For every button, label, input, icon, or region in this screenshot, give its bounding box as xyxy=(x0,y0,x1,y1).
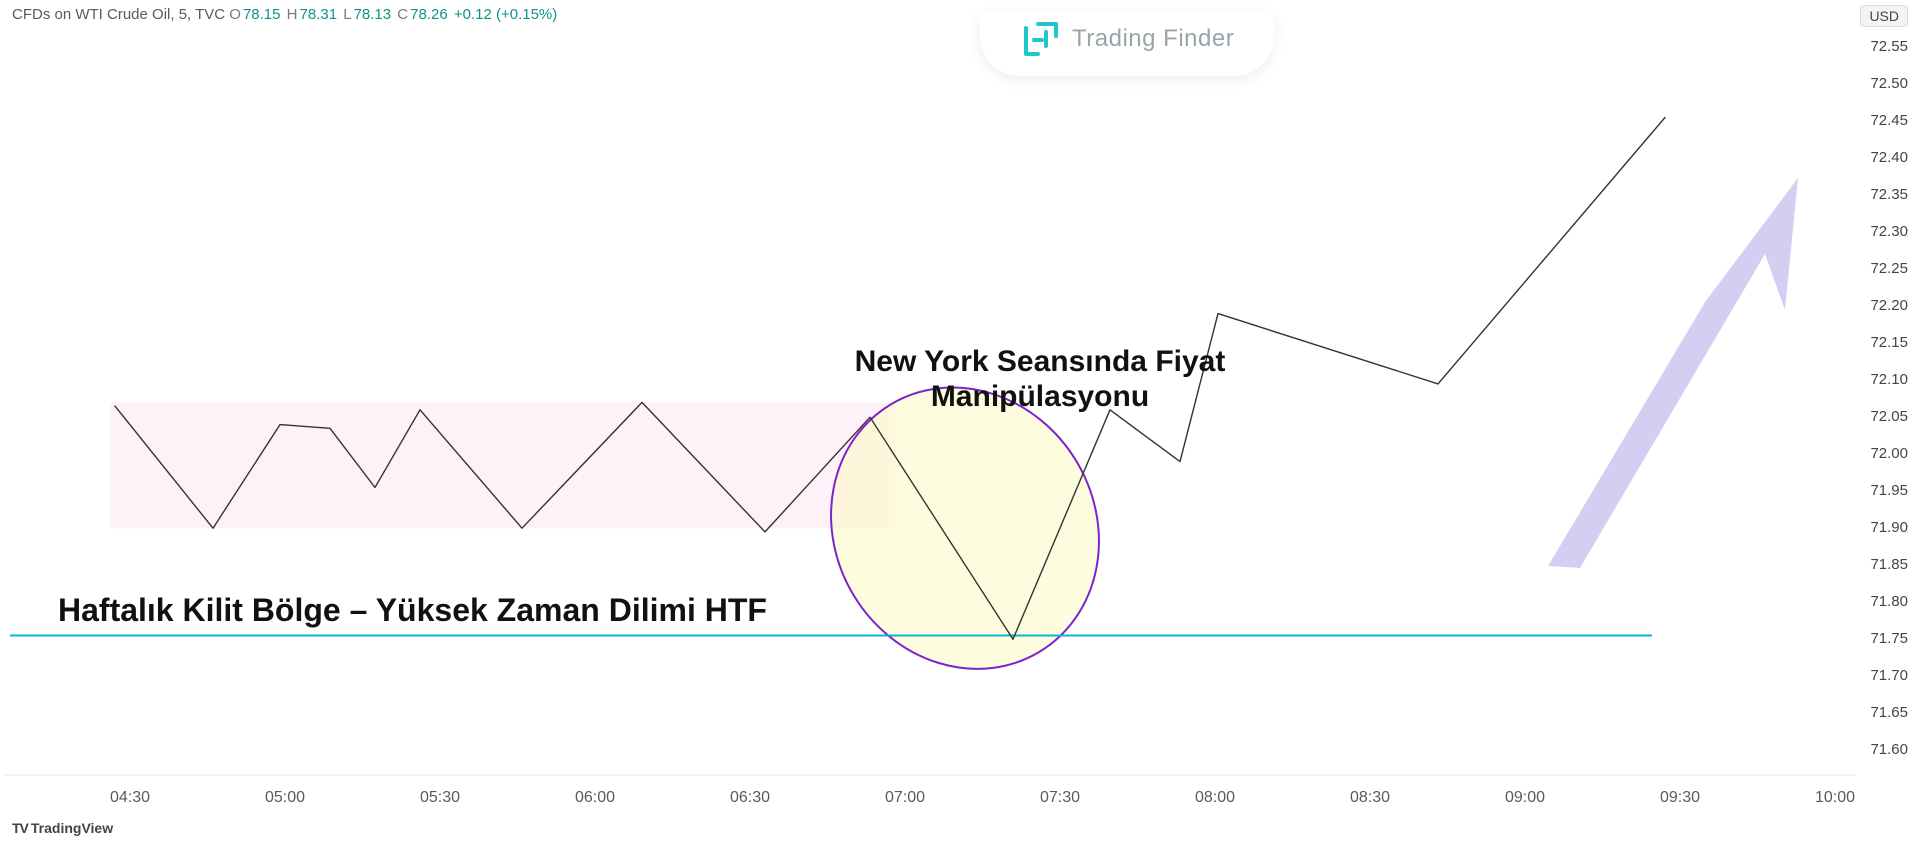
y-tick-label: 72.35 xyxy=(1848,186,1908,203)
x-tick-label: 09:30 xyxy=(1660,789,1700,807)
tradingview-logo-icon: TV xyxy=(12,820,28,836)
x-tick-label: 05:00 xyxy=(265,789,305,807)
y-tick-label: 72.40 xyxy=(1848,149,1908,166)
x-tick-label: 07:30 xyxy=(1040,789,1080,807)
x-tick-label: 09:00 xyxy=(1505,789,1545,807)
y-tick-label: 72.00 xyxy=(1848,445,1908,462)
annotation-keyzone: Haftalık Kilit Bölge – Yüksek Zaman Dili… xyxy=(58,592,767,629)
chart-header: CFDs on WTI Crude Oil, 5, TVC O78.15 H78… xyxy=(12,6,559,23)
y-tick-label: 71.70 xyxy=(1848,667,1908,684)
y-tick-label: 72.10 xyxy=(1848,371,1908,388)
currency-badge[interactable]: USD xyxy=(1860,5,1908,27)
x-tick-label: 08:30 xyxy=(1350,789,1390,807)
y-tick-label: 72.50 xyxy=(1848,75,1908,92)
y-tick-label: 72.15 xyxy=(1848,334,1908,351)
y-tick-label: 72.05 xyxy=(1848,408,1908,425)
y-tick-label: 71.65 xyxy=(1848,704,1908,721)
y-tick-label: 72.20 xyxy=(1848,297,1908,314)
consolidation-zone xyxy=(110,402,895,528)
y-tick-label: 72.45 xyxy=(1848,112,1908,129)
y-tick-label: 71.80 xyxy=(1848,593,1908,610)
x-tick-label: 06:30 xyxy=(730,789,770,807)
brand-watermark: Trading Finder xyxy=(980,12,1274,76)
x-tick-label: 05:30 xyxy=(420,789,460,807)
symbol-text: CFDs on WTI Crude Oil, 5, TVC xyxy=(12,6,225,23)
annotation-manipulation: New York Seansında Fiyat Manipülasyonu xyxy=(825,345,1255,414)
ohlc-block: O78.15 H78.31 L78.13 C78.26 +0.12 (+0.15… xyxy=(229,6,559,23)
y-tick-label: 72.25 xyxy=(1848,260,1908,277)
x-tick-label: 06:00 xyxy=(575,789,615,807)
y-tick-label: 71.75 xyxy=(1848,630,1908,647)
brand-logo-icon xyxy=(1020,18,1062,60)
x-tick-label: 08:00 xyxy=(1195,789,1235,807)
y-tick-label: 71.85 xyxy=(1848,556,1908,573)
attribution-text: TradingView xyxy=(31,820,113,836)
attribution: TVTradingView xyxy=(12,820,113,836)
y-tick-label: 71.60 xyxy=(1848,741,1908,758)
brand-text: Trading Finder xyxy=(1072,25,1234,53)
y-tick-label: 71.90 xyxy=(1848,519,1908,536)
y-tick-label: 71.95 xyxy=(1848,482,1908,499)
projection-arrow-icon xyxy=(1548,178,1798,568)
x-tick-label: 10:00 xyxy=(1815,789,1855,807)
y-tick-label: 72.30 xyxy=(1848,223,1908,240)
x-tick-label: 04:30 xyxy=(110,789,150,807)
chart-plot[interactable] xyxy=(0,0,1920,842)
y-tick-label: 72.55 xyxy=(1848,38,1908,55)
x-tick-label: 07:00 xyxy=(885,789,925,807)
